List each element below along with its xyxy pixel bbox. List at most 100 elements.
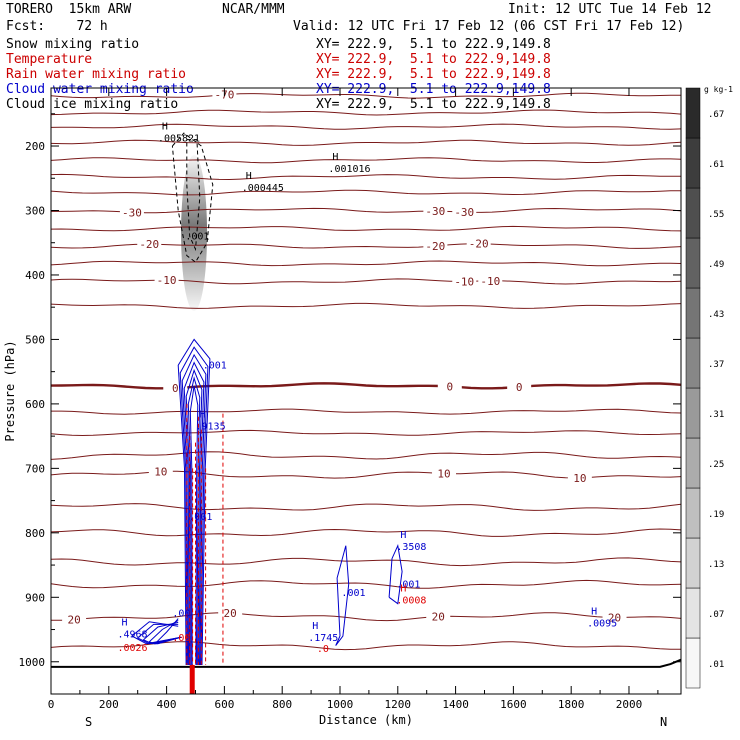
cloud-water-contour (388, 543, 403, 605)
extremum-value-label: .9135 (195, 422, 225, 433)
contour-label-bg (423, 239, 448, 252)
colorbar-segment (685, 587, 701, 639)
colorbar-level-label: .55 (708, 210, 724, 220)
snow-contour (171, 132, 214, 263)
temperature-contour-label: 10 (437, 468, 450, 481)
x-tick-label: 600 (214, 698, 234, 711)
colorbar-level-label: .37 (708, 360, 724, 370)
temperature-contour (51, 382, 681, 390)
extremum-value-label: .001 (341, 588, 365, 599)
x-tick-label: 200 (99, 698, 119, 711)
extremum-value-label: .000445 (242, 183, 284, 194)
terrain-line (51, 658, 681, 668)
extremum-value-label: .1745 (308, 633, 338, 644)
temperature-contour (51, 528, 681, 537)
extremum-value-label: .00 (172, 609, 190, 620)
colorbar-segment (685, 437, 701, 489)
y-tick-label: 500 (25, 333, 45, 346)
temperature-contour (51, 451, 681, 460)
cloud-water-contour (179, 346, 209, 666)
temperature-contour-label: 0 (172, 382, 179, 395)
x-tick-label: 400 (157, 698, 177, 711)
extremum-value-label: .001 (188, 512, 212, 523)
cloud-water-contour (153, 618, 182, 645)
extremum-value-label: .001 (185, 232, 209, 243)
plot-content: -70-30 -30 -30-20 -20 -20-10 -10 -100 0 010 10 102… (51, 88, 681, 694)
y-tick-label: 900 (25, 591, 45, 604)
x-tick-label: 1200 (385, 698, 412, 711)
field-xy-snow: XY= 222.9, 5.1 to 222.9,149.8 (316, 37, 551, 52)
contour-label-bg (452, 206, 477, 219)
colorbar-level-label: .43 (708, 310, 724, 320)
extremum-value-label: .0026 (117, 643, 147, 654)
temperature-contour (51, 503, 681, 511)
extremum-marker: H (591, 606, 597, 617)
extremum-value-label: .4968 (117, 629, 147, 640)
temperature-contour (51, 408, 681, 415)
y-tick-label: 600 (25, 398, 45, 411)
y-axis-title: Pressure (hPa) (3, 340, 17, 441)
x-tick-label: 800 (272, 698, 292, 711)
contour-label-bg (426, 610, 451, 623)
y-tick-label: 800 (25, 527, 45, 540)
field-name-cloud-ice: Cloud ice mixing ratio (6, 97, 179, 112)
contour-label-bg (137, 238, 162, 251)
colorbar-segment (685, 87, 701, 139)
x-tick-label: 1600 (500, 698, 527, 711)
temperature-contour-label: 20 (224, 607, 237, 620)
valid-time-label: Valid: 12 UTC Fri 17 Feb 12 (06 CST Fri … (293, 19, 685, 34)
colorbar-level-label: .49 (708, 260, 724, 270)
contour-label-bg (218, 607, 243, 620)
colorbar-level-label: .31 (708, 410, 724, 420)
contour-label-bg (62, 613, 87, 626)
contour-label-bg (148, 465, 173, 478)
model-label: TORERO 15km ARW (6, 2, 132, 17)
colorbar-segment (685, 387, 701, 439)
temperature-contour (51, 139, 681, 146)
colorbar-level-label: .25 (708, 460, 724, 470)
x-tick-label: 1800 (558, 698, 585, 711)
contour-label-bg (507, 380, 532, 393)
rain-core (189, 664, 195, 694)
temperature-contour (51, 92, 681, 99)
extremum-value-label: .001 (396, 580, 420, 591)
temperature-contour-label: 20 (608, 612, 621, 625)
temperature-contour (51, 278, 681, 285)
colorbar-segment (685, 137, 701, 189)
snow-contour (186, 139, 201, 252)
extremum-marker: H (312, 621, 318, 632)
temperature-contour-label: -10 (157, 274, 177, 287)
field-name-rain: Rain water mixing ratio (6, 67, 187, 82)
contour-label-bg (437, 380, 462, 393)
field-xy-cloud-ice: XY= 222.9, 5.1 to 222.9,149.8 (316, 97, 551, 112)
extremum-value-label: .0095 (587, 618, 617, 629)
extremum-value-label: .00 (172, 633, 190, 644)
forecast-hour-label: Fcst: 72 h (6, 19, 108, 34)
contour-label-bg (478, 274, 503, 287)
temperature-contour (51, 189, 681, 196)
cloud-water-contour (189, 385, 199, 666)
extremum-marker: H (332, 152, 338, 163)
contour-label-bg (154, 274, 179, 287)
extremum-value-label: .001016 (328, 164, 370, 175)
y-tick-label: 300 (25, 204, 45, 217)
end-label-left: S (85, 715, 92, 729)
extremum-marker: H (400, 584, 406, 595)
temperature-contour-label: -20 (139, 238, 159, 251)
temperature-contour-label: -30 (425, 205, 445, 218)
field-xy-cloud-water: XY= 222.9, 5.1 to 222.9,149.8 (316, 82, 551, 97)
field-xy-temperature: XY= 222.9, 5.1 to 222.9,149.8 (316, 52, 551, 67)
extremum-marker: H (199, 410, 205, 421)
temperature-contour-label: 20 (67, 614, 80, 627)
x-tick-label: 0 (48, 698, 55, 711)
extremum-marker: H (162, 122, 168, 133)
plot-frame (50, 87, 682, 695)
temperature-contour-label: 10 (154, 466, 167, 479)
colorbar-units-label: g kg-1 (704, 85, 733, 94)
end-label-right: N (660, 715, 667, 729)
temperature-contour (51, 260, 681, 267)
temperature-contour (51, 207, 681, 214)
temperature-contour-label: -20 (425, 240, 445, 253)
extremum-marker: H (400, 530, 406, 541)
field-name-snow: Snow mixing ratio (6, 37, 140, 52)
